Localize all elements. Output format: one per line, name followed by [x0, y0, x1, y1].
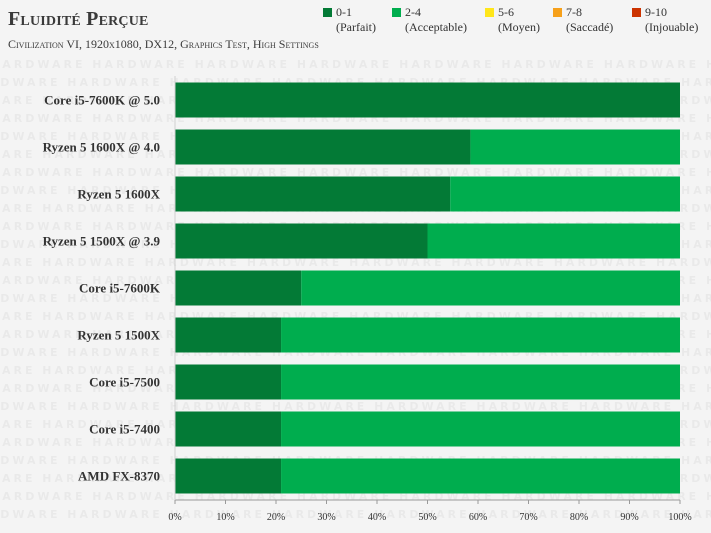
x-tick-label: 10% — [216, 512, 234, 523]
bar-segment — [175, 458, 282, 494]
bar-segment — [175, 82, 680, 118]
y-tick-label: Ryzen 5 1500X @ 3.9 — [43, 234, 161, 249]
y-tick-label: Core i5-7400 — [89, 422, 160, 437]
y-tick-label: Core i5-7500 — [89, 375, 160, 390]
bar-segment — [175, 270, 302, 306]
legend-label: 0-1 — [336, 5, 352, 19]
y-tick-label: Core i5-7600K — [79, 281, 161, 296]
bar-segment — [175, 411, 282, 447]
x-tick-label: 80% — [570, 512, 588, 523]
x-tick-label: 90% — [620, 512, 638, 523]
legend-item: 0-1 (Parfait) — [323, 5, 376, 35]
legend: 0-1 (Parfait) 2-4 (Acceptable) 5-6 (Moyen) 7-8… — [0, 5, 711, 45]
bar-segment — [301, 270, 680, 306]
bar-segment — [450, 176, 680, 212]
legend-swatch — [485, 8, 494, 17]
bar-segment — [470, 129, 680, 165]
legend-item: 9-10 (Injouable) — [632, 5, 698, 35]
bar-segment — [175, 129, 471, 165]
legend-sublabel: (Moyen) — [498, 20, 540, 34]
legend-swatch — [392, 8, 401, 17]
bar-segment — [281, 364, 680, 400]
legend-label: 9-10 — [645, 5, 667, 19]
bar-segment — [175, 223, 428, 259]
legend-swatch — [553, 8, 562, 17]
bar-segment — [175, 364, 282, 400]
y-tick-label: Ryzen 5 1500X — [77, 328, 160, 343]
chart-subtitle: Civilization VI, 1920x1080, DX12, Graphi… — [8, 37, 319, 51]
bar-segment — [175, 317, 282, 353]
bar-segment — [281, 411, 680, 447]
legend-label: 7-8 — [566, 5, 582, 19]
x-tick-label: 70% — [519, 512, 537, 523]
legend-sublabel: (Injouable) — [645, 20, 699, 34]
chart-title: Fluidité Perçue — [8, 8, 149, 30]
bar-segment — [281, 458, 680, 494]
bar-segment — [175, 176, 451, 212]
legend-sublabel: (Parfait) — [336, 20, 376, 34]
x-tick-label: 30% — [317, 512, 335, 523]
legend-label: 5-6 — [498, 5, 514, 19]
legend-item: 2-4 (Acceptable) — [392, 5, 467, 35]
bar-segment — [427, 223, 680, 259]
legend-item: 5-6 (Moyen) — [485, 5, 540, 35]
x-tick-label: 50% — [418, 512, 436, 523]
y-tick-label: Core i5-7600K @ 5.0 — [44, 93, 160, 108]
y-tick-label: Ryzen 5 1600X — [77, 187, 160, 202]
bar-segment — [281, 317, 680, 353]
legend-item: 7-8 (Saccadé) — [553, 5, 613, 35]
y-tick-label: AMD FX-8370 — [78, 469, 160, 484]
legend-swatch — [323, 8, 332, 17]
legend-sublabel: (Acceptable) — [405, 20, 467, 34]
x-tick-label: 0% — [168, 512, 181, 523]
x-tick-label: 20% — [267, 512, 285, 523]
y-tick-label: Ryzen 5 1600X @ 4.0 — [43, 140, 160, 155]
legend-label: 2-4 — [405, 5, 421, 19]
legend-sublabel: (Saccadé) — [566, 20, 614, 34]
legend-swatch — [632, 8, 641, 17]
x-tick-label: 100% — [668, 512, 691, 523]
x-tick-label: 60% — [469, 512, 487, 523]
x-tick-label: 40% — [368, 512, 386, 523]
